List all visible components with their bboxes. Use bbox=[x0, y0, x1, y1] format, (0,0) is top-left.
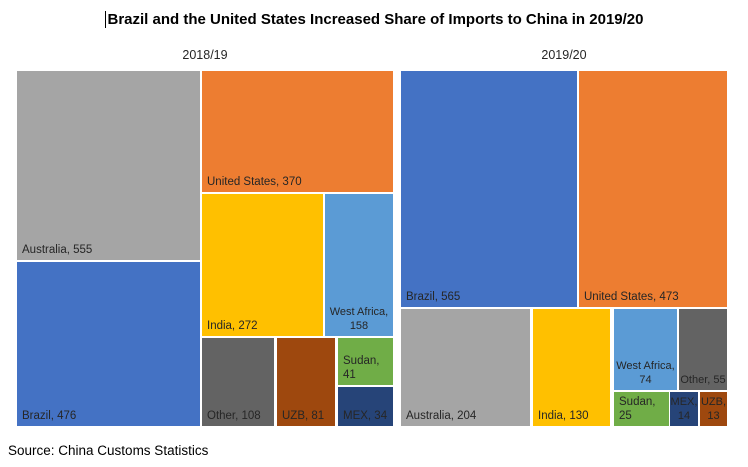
panel-label-2019-20: 2019/20 bbox=[541, 48, 587, 62]
tile-2019-australia[interactable]: Australia, 204 bbox=[401, 309, 530, 426]
tile-label: United States, 473 bbox=[584, 290, 679, 303]
tile-label: Australia, 204 bbox=[406, 409, 477, 422]
tile-2018-sudan[interactable]: Sudan, 41 bbox=[338, 338, 393, 385]
text-cursor bbox=[104, 11, 106, 28]
treemap-panel-2019-20: Brazil, 565 United States, 473 Australia… bbox=[401, 71, 727, 426]
tile-2018-india[interactable]: India, 272 bbox=[202, 194, 323, 336]
tile-2019-sudan[interactable]: Sudan, 25 bbox=[614, 392, 669, 426]
tile-2019-other[interactable]: Other, 55 bbox=[679, 309, 727, 390]
tile-label: Brazil, 565 bbox=[406, 290, 461, 303]
tile-2019-uzb[interactable]: UZB, 13 bbox=[700, 392, 727, 426]
tile-2018-uzb[interactable]: UZB, 81 bbox=[277, 338, 335, 426]
tile-label: MEX, 34 bbox=[343, 409, 388, 422]
tile-label: India, 130 bbox=[538, 409, 589, 422]
tile-label: United States, 370 bbox=[207, 175, 302, 188]
source-note: Source: China Customs Statistics bbox=[8, 443, 209, 458]
tile-label: Australia, 555 bbox=[22, 243, 93, 256]
tile-label: Other, 55 bbox=[680, 373, 726, 386]
tile-2018-mex[interactable]: MEX, 34 bbox=[338, 387, 393, 426]
tile-2018-brazil[interactable]: Brazil, 476 bbox=[17, 262, 200, 426]
tile-label: UZB, 81 bbox=[282, 409, 325, 422]
tile-label: Sudan, 25 bbox=[619, 395, 656, 422]
tile-label: MEX, 14 bbox=[670, 396, 698, 422]
tile-label: Brazil, 476 bbox=[22, 409, 77, 422]
tile-label: West Africa, 74 bbox=[616, 360, 675, 386]
tile-label: West Africa, 158 bbox=[329, 306, 389, 332]
tile-2019-mex[interactable]: MEX, 14 bbox=[670, 392, 698, 426]
tile-label: Other, 108 bbox=[207, 409, 261, 422]
tile-2018-united-states[interactable]: United States, 370 bbox=[202, 71, 393, 192]
tile-2019-united-states[interactable]: United States, 473 bbox=[579, 71, 727, 307]
tile-2018-other[interactable]: Other, 108 bbox=[202, 338, 274, 426]
treemap-panel-2018-19: Australia, 555 Brazil, 476 United States… bbox=[17, 71, 393, 426]
chart-title: Brazil and the United States Increased S… bbox=[107, 11, 644, 28]
tile-label: India, 272 bbox=[207, 319, 258, 332]
chart-title-row: Brazil and the United States Increased S… bbox=[0, 11, 748, 28]
tile-2019-india[interactable]: India, 130 bbox=[533, 309, 610, 426]
tile-label: UZB, 13 bbox=[700, 396, 727, 422]
panel-label-2018-19: 2018/19 bbox=[182, 48, 228, 62]
tile-2019-west-africa[interactable]: West Africa, 74 bbox=[614, 309, 677, 390]
tile-2018-australia[interactable]: Australia, 555 bbox=[17, 71, 200, 260]
tile-2018-west-africa[interactable]: West Africa, 158 bbox=[325, 194, 393, 336]
tile-label: Sudan, 41 bbox=[343, 354, 380, 381]
tile-2019-brazil[interactable]: Brazil, 565 bbox=[401, 71, 577, 307]
